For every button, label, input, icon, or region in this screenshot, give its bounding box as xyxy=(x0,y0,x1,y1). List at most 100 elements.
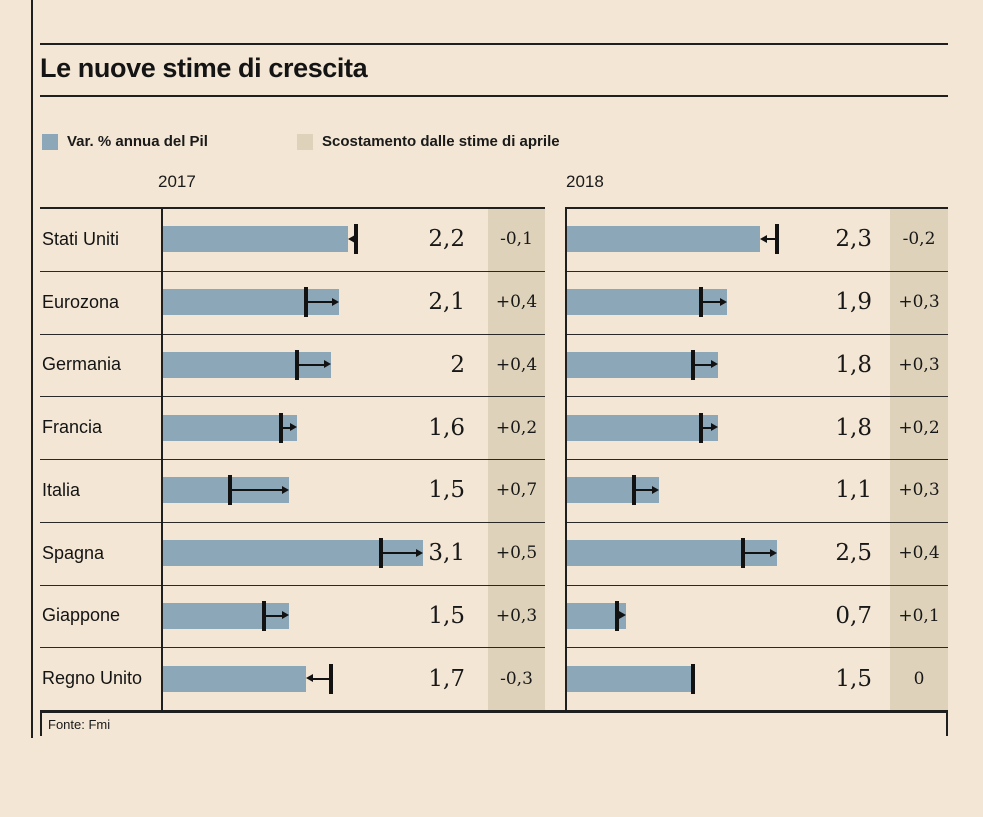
gdp-value: 2 xyxy=(450,351,465,378)
revision-arrow-line xyxy=(695,363,713,366)
legend-item-gdp: Var. % annua del Pil xyxy=(42,133,208,150)
gdp-bar xyxy=(163,665,306,692)
revision-arrow-head-icon xyxy=(760,234,768,243)
legend-label-gdp: Var. % annua del Pil xyxy=(67,133,208,150)
row-label: Francia xyxy=(42,417,103,438)
april-estimate-tick xyxy=(295,349,300,380)
revision-arrow-head-icon xyxy=(282,611,289,620)
legend-label-deviation: Scostamento dalle stime di aprile xyxy=(322,133,560,150)
revision-arrow-line xyxy=(232,489,283,492)
source-box: Fonte: Fmi xyxy=(40,710,948,736)
gdp-value: 1,5 xyxy=(428,602,465,629)
gdp-bar xyxy=(567,414,719,441)
gdp-value: 2,3 xyxy=(835,226,872,253)
chart-title: Le nuove stime di crescita xyxy=(40,53,368,83)
row-label: Eurozona xyxy=(42,291,120,312)
april-estimate-tick xyxy=(303,287,308,318)
revision-arrow-head-icon xyxy=(719,297,727,306)
gdp-value: 1,8 xyxy=(835,351,872,378)
revision-arrow-head-icon xyxy=(711,423,719,432)
revision-arrow-line xyxy=(703,426,713,429)
row-separator xyxy=(565,270,948,272)
row-separator xyxy=(565,647,948,649)
row-label: Stati Uniti xyxy=(42,228,120,249)
deviation-value: +0,2 xyxy=(898,417,940,438)
left-margin-rule xyxy=(31,0,33,738)
row-separator xyxy=(40,270,545,272)
april-estimate-tick xyxy=(632,475,637,506)
deviation-value: +0,2 xyxy=(495,417,538,438)
april-estimate-tick xyxy=(691,663,695,694)
deviation-value: +0,1 xyxy=(898,605,940,626)
april-estimate-tick xyxy=(699,287,704,318)
gdp-value: 1,1 xyxy=(835,477,872,504)
revision-arrow-line xyxy=(383,552,418,555)
panel-year-2018: 2018 xyxy=(566,172,604,191)
revision-arrow-head-icon xyxy=(618,611,626,620)
gdp-value: 0,7 xyxy=(835,602,872,629)
row-separator xyxy=(565,333,948,335)
deviation-value: +0,3 xyxy=(898,480,940,501)
deviation-value: +0,5 xyxy=(495,543,538,564)
april-estimate-tick xyxy=(775,224,779,255)
row-label: Italia xyxy=(42,479,81,500)
april-estimate-tick xyxy=(261,600,266,631)
revision-arrow-line xyxy=(299,363,325,366)
gdp-bar xyxy=(567,665,693,692)
revision-arrow-line xyxy=(636,489,654,492)
table-top-border xyxy=(40,207,545,209)
april-estimate-tick xyxy=(699,412,704,443)
gdp-value: 1,7 xyxy=(428,665,465,692)
april-estimate-tick xyxy=(741,538,746,569)
revision-arrow-head-icon xyxy=(347,234,355,243)
row-label: Spagna xyxy=(42,542,105,563)
row-label: Regno Unito xyxy=(42,668,143,689)
deviation-value: +0,4 xyxy=(898,543,940,564)
revision-arrow-head-icon xyxy=(652,485,660,494)
gdp-value: 1,9 xyxy=(835,289,872,316)
panel-year-2017: 2017 xyxy=(158,172,196,191)
revision-arrow-line xyxy=(265,614,283,617)
row-label: Giappone xyxy=(42,605,121,626)
gdp-value: 1,5 xyxy=(835,665,872,692)
gdp-bar-swatch-icon xyxy=(42,133,58,150)
row-separator xyxy=(40,584,545,586)
revision-arrow-line xyxy=(766,238,775,241)
gdp-value: 3,1 xyxy=(428,540,465,567)
gdp-value: 2,5 xyxy=(835,540,872,567)
april-estimate-tick xyxy=(228,475,233,506)
deviation-value: +0,4 xyxy=(495,292,538,313)
row-separator xyxy=(40,459,545,460)
gdp-value: 2,2 xyxy=(428,226,465,253)
row-separator xyxy=(40,396,545,398)
gdp-value: 1,5 xyxy=(428,477,465,504)
revision-arrow-line xyxy=(703,301,721,304)
deviation-value: +0,3 xyxy=(898,354,940,375)
revision-arrow-head-icon xyxy=(770,548,777,557)
revision-arrow-head-icon xyxy=(282,485,289,494)
source-text: Fonte: Fmi xyxy=(48,717,111,732)
table-top-border xyxy=(565,207,948,209)
april-estimate-tick xyxy=(615,600,620,631)
revision-arrow-head-icon xyxy=(290,423,298,432)
april-estimate-tick xyxy=(278,412,283,443)
row-separator xyxy=(40,647,545,649)
top-rule xyxy=(40,43,948,45)
title-underline-rule xyxy=(40,95,948,97)
deviation-value: +0,3 xyxy=(898,292,940,313)
deviation-value: 0 xyxy=(913,668,925,689)
revision-arrow-line xyxy=(311,677,329,680)
revision-arrow-head-icon xyxy=(324,360,331,369)
row-label: Germania xyxy=(42,354,122,375)
april-estimate-tick xyxy=(354,224,359,255)
revision-arrow-head-icon xyxy=(711,360,719,369)
row-separator xyxy=(565,521,948,523)
row-separator xyxy=(565,459,948,460)
deviation-swatch-icon xyxy=(297,133,313,150)
gdp-value: 2,1 xyxy=(428,289,465,316)
revision-arrow-head-icon xyxy=(332,297,340,306)
row-separator xyxy=(565,396,948,398)
gdp-value: 1,8 xyxy=(835,414,872,441)
april-estimate-tick xyxy=(329,663,333,694)
